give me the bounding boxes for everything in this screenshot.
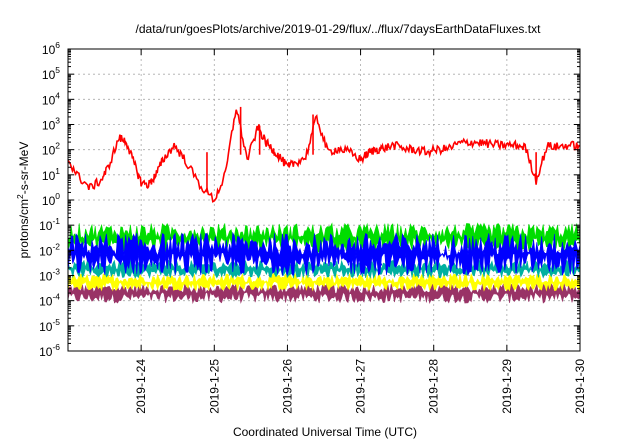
x-tick-label: 2019-1-27 bbox=[354, 359, 368, 414]
y-tick-exponent: 0 bbox=[55, 191, 60, 201]
y-tick-label: 101 bbox=[42, 166, 60, 183]
y-tick-base: 10 bbox=[39, 244, 53, 258]
y-tick-label: 106 bbox=[42, 40, 60, 57]
red-series-line bbox=[67, 109, 581, 203]
y-tick-label: 103 bbox=[42, 116, 60, 133]
y-tick-base: 10 bbox=[42, 93, 56, 107]
y-tick-base: 10 bbox=[42, 169, 56, 183]
y-tick-base: 10 bbox=[39, 219, 53, 233]
y-tick-label: 100 bbox=[42, 191, 60, 208]
y-tick-exponent: 2 bbox=[55, 141, 60, 151]
y-tick-label: 104 bbox=[42, 90, 60, 107]
y-tick-base: 10 bbox=[42, 194, 56, 208]
y-tick-label: 10-1 bbox=[39, 216, 60, 233]
y-tick-label: 102 bbox=[42, 141, 60, 158]
y-tick-label: 10-4 bbox=[39, 292, 60, 309]
y-tick-base: 10 bbox=[42, 119, 56, 133]
y-tick-base: 10 bbox=[39, 345, 53, 359]
y-tick-exponent: 6 bbox=[55, 40, 60, 50]
x-tick-label: 2019-1-26 bbox=[280, 359, 294, 414]
x-tick-label: 2019-1-24 bbox=[134, 359, 148, 414]
y-tick-exponent: 3 bbox=[55, 116, 60, 126]
y-tick-label: 10-3 bbox=[39, 267, 60, 284]
y-tick-exponent: -4 bbox=[52, 292, 60, 302]
x-axis-label: Coordinated Universal Time (UTC) bbox=[233, 425, 417, 439]
band-series-group bbox=[67, 222, 581, 305]
y-tick-label: 10-5 bbox=[39, 317, 60, 334]
y-axis-label-prefix: protons/cm bbox=[17, 199, 31, 258]
y-tick-exponent: 5 bbox=[55, 65, 60, 75]
x-tick-label: 2019-1-29 bbox=[500, 359, 514, 414]
y-tick-label: 10-6 bbox=[39, 342, 60, 359]
x-tick-label: 2019-1-25 bbox=[207, 359, 221, 414]
y-tick-label: 105 bbox=[42, 65, 60, 82]
red-series-group bbox=[67, 106, 581, 203]
y-axis-label-superscript: 2 bbox=[15, 194, 25, 199]
y-axis-label-suffix: -s-sr-MeV bbox=[17, 142, 31, 195]
y-tick-base: 10 bbox=[39, 320, 53, 334]
x-axis-ticks: 2019-1-24 2019-1-25 2019-1-26 2019-1-27 2019… bbox=[134, 49, 587, 414]
x-tick-label: 2019-1-28 bbox=[427, 359, 441, 414]
y-tick-label: 10-2 bbox=[39, 241, 60, 258]
chart-title: /data/run/goesPlots/archive/2019-01-29/f… bbox=[136, 22, 542, 36]
y-tick-exponent: 4 bbox=[55, 90, 60, 100]
y-tick-base: 10 bbox=[42, 43, 56, 57]
y-tick-base: 10 bbox=[39, 270, 53, 284]
y-tick-exponent: 1 bbox=[55, 166, 60, 176]
y-tick-exponent: -1 bbox=[52, 216, 60, 226]
x-tick-label: 2019-1-30 bbox=[573, 359, 587, 414]
y-tick-base: 10 bbox=[42, 144, 56, 158]
grid-lines bbox=[68, 49, 580, 351]
y-axis-label: protons/cm2-s-sr-MeV bbox=[15, 142, 31, 259]
y-tick-exponent: -3 bbox=[52, 267, 60, 277]
y-tick-exponent: -2 bbox=[52, 241, 60, 251]
y-tick-exponent: -6 bbox=[52, 342, 60, 352]
y-tick-base: 10 bbox=[39, 295, 53, 309]
y-axis-ticks: 10-610-510-410-310-210-11001011021031041… bbox=[39, 40, 580, 359]
y-tick-exponent: -5 bbox=[52, 317, 60, 327]
y-tick-base: 10 bbox=[42, 68, 56, 82]
